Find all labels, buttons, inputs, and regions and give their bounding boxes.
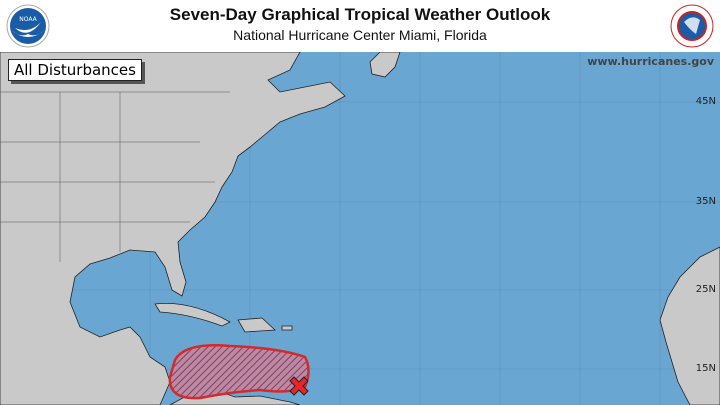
- outlook-map[interactable]: [0, 52, 720, 405]
- outlook-area[interactable]: [168, 344, 310, 400]
- noaa-logo-text: NOAA: [19, 16, 37, 23]
- lat-label-35n: 35N: [695, 196, 716, 207]
- lat-label-15n: 15N: [695, 363, 716, 374]
- header: NOAA Seven-Day Graphical Tropical Weathe…: [0, 0, 720, 52]
- page-subtitle: National Hurricane Center Miami, Florida: [233, 27, 487, 43]
- nws-logo: [670, 4, 714, 48]
- lat-label-45n: 45N: [695, 96, 716, 107]
- noaa-logo: NOAA: [6, 4, 50, 48]
- land: [0, 52, 720, 405]
- borders: [0, 91, 230, 262]
- panel-label: All Disturbances: [8, 59, 142, 81]
- x-marker-icon[interactable]: [289, 376, 309, 396]
- lat-label-25n: 25N: [695, 284, 716, 295]
- page-title: Seven-Day Graphical Tropical Weather Out…: [169, 5, 551, 24]
- website-label: www.hurricanes.gov: [587, 55, 714, 68]
